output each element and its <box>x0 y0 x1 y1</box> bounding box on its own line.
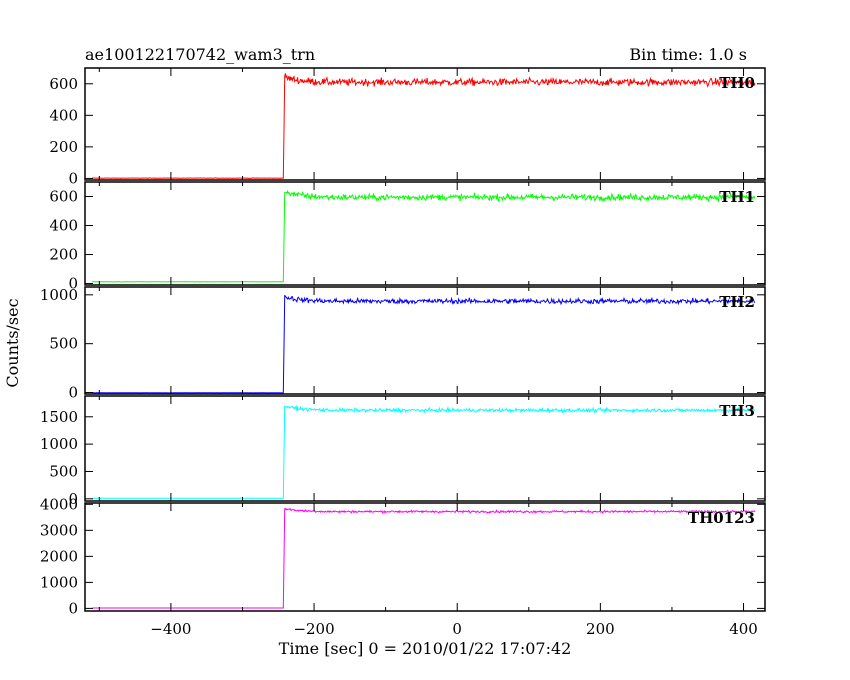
panel-label: TH3 <box>719 402 755 420</box>
bin-time-label: Bin time: 1.0 s <box>629 45 747 64</box>
x-tick-label: −400 <box>150 620 191 638</box>
y-tick-label: 600 <box>49 75 78 93</box>
panel-frame <box>84 395 766 502</box>
y-tick-label: 500 <box>49 462 78 480</box>
y-tick-label: 1500 <box>40 408 78 426</box>
panel-label: TH2 <box>719 293 755 311</box>
series-line-th2 <box>92 294 756 394</box>
y-tick-label: 200 <box>49 138 78 156</box>
y-tick-label: 0 <box>68 599 78 617</box>
panel-th0: 0 200 400 600 TH0 <box>49 67 766 187</box>
panel-th1: 0 200 400 600 TH1 <box>49 181 766 293</box>
y-tick-label: 4000 <box>40 495 78 513</box>
y-tick-label: 600 <box>49 188 78 206</box>
y-tick-label: 0 <box>68 275 78 293</box>
panel-frame <box>84 67 766 181</box>
y-tick-label: 1000 <box>40 435 78 453</box>
y-tick-label: 3000 <box>40 521 78 539</box>
series-line-th0123 <box>92 507 756 609</box>
x-tick-label: 200 <box>586 620 615 638</box>
y-tick-label: 200 <box>49 246 78 264</box>
panel-label: TH0 <box>719 74 755 92</box>
y-axis-label: Counts/sec <box>3 298 22 387</box>
panel-frame <box>84 286 766 395</box>
y-tick-label: 0 <box>68 169 78 187</box>
panel-th3: 0 500 1000 1500 TH3 <box>40 395 766 508</box>
y-tick-label: 1000 <box>40 573 78 591</box>
x-tick-label: −200 <box>293 620 334 638</box>
series-line-th3 <box>92 404 756 499</box>
panel-frame <box>84 181 766 286</box>
series-line-th1 <box>92 189 756 283</box>
y-tick-label: 400 <box>49 106 78 124</box>
x-axis-label: Time [sec] 0 = 2010/01/22 17:07:42 <box>279 639 572 658</box>
y-tick-label: 500 <box>49 335 78 353</box>
panel-label: TH0123 <box>688 509 755 527</box>
panel-label: TH1 <box>719 188 755 206</box>
chart-title: ae100122170742_wam3_trn <box>85 45 315 64</box>
panels: 0 200 400 600 TH0 0 200 400 600 TH1 0 500 1000 TH2 0 50… <box>40 67 766 638</box>
x-tick-label: 0 <box>452 620 462 638</box>
y-tick-label: 1000 <box>40 286 78 304</box>
series-line-th0 <box>92 73 756 179</box>
y-tick-label: 0 <box>68 490 78 508</box>
panel-frame <box>84 502 766 612</box>
panel-th0123: 0 1000 2000 3000 4000 TH0123 <box>40 495 766 617</box>
x-tick-label: 400 <box>729 620 758 638</box>
y-tick-label: 400 <box>49 217 78 235</box>
y-tick-label: 2000 <box>40 547 78 565</box>
y-tick-label: 0 <box>68 384 78 402</box>
panel-th2: 0 500 1000 TH2 <box>40 286 766 402</box>
